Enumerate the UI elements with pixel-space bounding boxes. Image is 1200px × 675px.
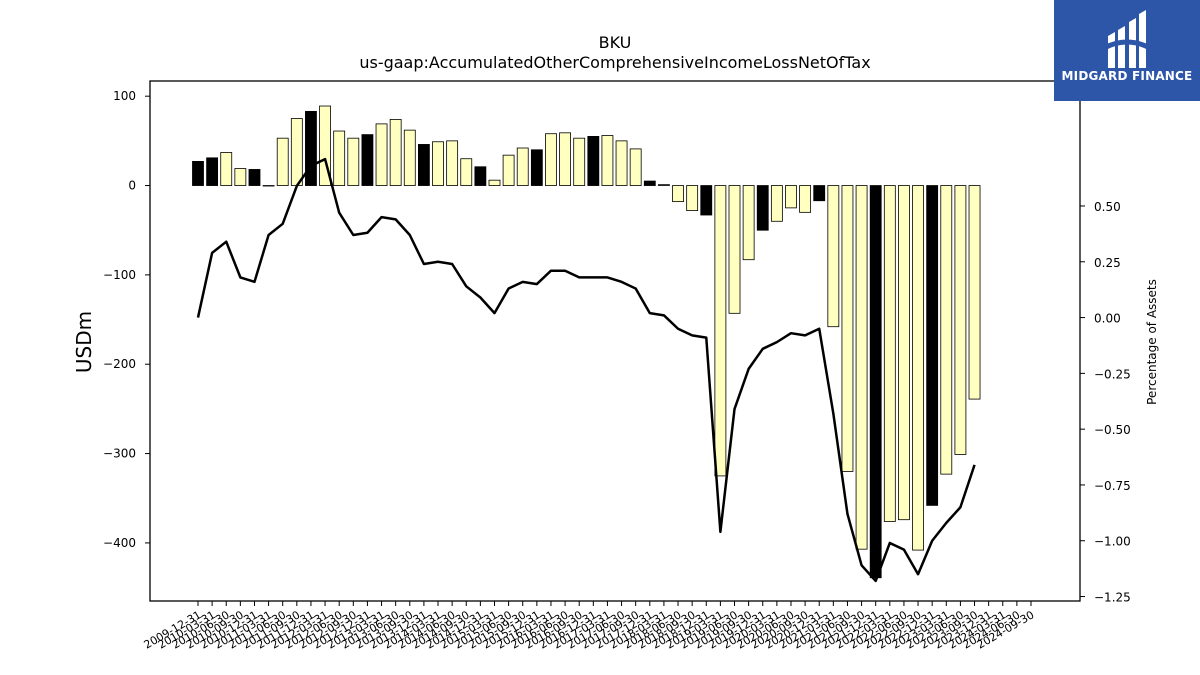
bar [926,185,939,506]
y-right-tick-label: 0.00 [1094,312,1121,326]
bar [220,152,233,186]
bar [206,157,219,186]
y-right-tick-label: −0.50 [1094,423,1131,437]
bar [883,185,896,522]
y-left-tick-label: −100 [103,268,136,282]
bar [700,185,713,216]
bar [898,185,910,521]
bar [841,185,854,472]
bar [460,158,473,186]
logo: MIDGARD FINANCE [1054,0,1200,101]
y-right-tick-label: −1.00 [1094,535,1131,549]
bar [545,133,557,186]
bar [290,118,303,186]
bar [305,110,317,186]
plot-frame [149,80,1081,602]
bar [714,185,727,477]
bar [432,141,444,186]
bar [333,130,346,186]
bar [968,185,981,400]
bar [855,185,868,550]
bar [658,184,670,186]
bar [389,119,402,186]
bar [417,144,430,186]
bar [615,140,628,186]
bar [488,179,501,186]
line-series [196,157,976,583]
bar [869,185,882,579]
y-left-tick-label: 0 [128,179,136,193]
y-axis-left: 100 0 −100 −200 −300 −400 [103,89,150,550]
bar [276,137,289,186]
line-series-group [196,157,976,583]
bar [770,185,783,222]
bar [319,105,331,186]
y-right-tick-label: 0.25 [1094,256,1121,270]
bar [954,185,967,455]
bar [785,185,797,209]
y-left-tick-label: 100 [113,89,136,103]
bar [446,140,459,186]
bar [262,185,275,187]
y-right-tick-label: −0.25 [1094,367,1131,381]
bar [756,185,769,231]
y-left-tick-label: −300 [103,447,136,461]
chart-subtitle: us-gaap:AccumulatedOtherComprehensiveInc… [359,53,870,72]
bar [799,185,812,213]
y-left-tick-label: −400 [103,536,136,550]
y-axis-right-label: Percentage of Assets [1145,279,1159,405]
midgard-logo-icon [1102,10,1152,68]
bar [813,185,826,202]
bar [361,134,374,186]
bar [403,129,416,186]
bar [940,185,953,475]
bar [643,180,656,186]
bar [672,185,684,203]
chart-title: BKU [599,33,632,52]
bar [375,123,388,186]
bar [474,166,487,186]
bar [248,169,261,186]
bar [827,185,840,328]
y-right-tick-label: 0.50 [1094,200,1121,214]
bar [629,148,642,186]
y-axis-left-label: USDm [72,311,96,373]
bars-group [192,105,981,579]
logo-text: MIDGARD FINANCE [1061,69,1193,83]
bar [912,185,924,551]
bar [728,185,741,314]
bar [559,132,571,186]
y-right-tick-label: −1.25 [1094,591,1131,605]
bar [502,154,515,186]
bar [530,149,543,186]
bar [192,161,204,186]
y-axis-right: 0.50 0.25 0.00 −0.25 −0.50 −0.75 −1.00 −1.25 [1080,200,1131,605]
y-left-tick-label: −200 [103,357,136,371]
bar [234,168,247,186]
bar [516,147,529,186]
y-right-tick-label: −0.75 [1094,479,1131,493]
bar [601,135,614,186]
bar [587,135,600,186]
bar [742,185,755,261]
x-axis: 2009-12-312010-03-312010-06-302010-09-30… [142,601,1037,652]
bar [686,185,699,211]
bar [573,137,586,186]
bar [347,137,360,186]
